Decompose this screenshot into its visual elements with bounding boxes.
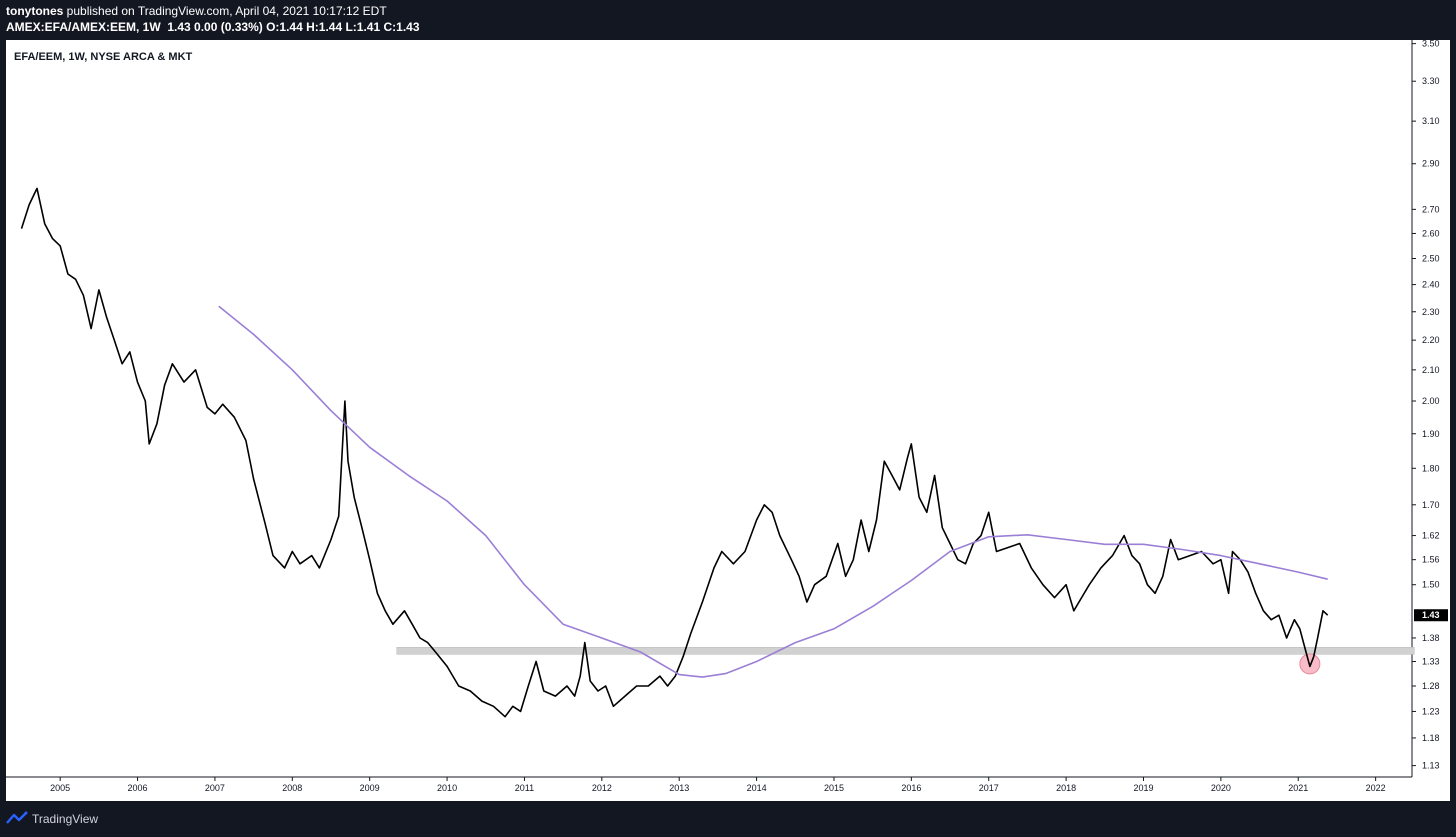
time-tick-label: 2006 xyxy=(128,783,148,793)
price-tick-label: 3.10 xyxy=(1422,116,1440,126)
time-tick-label: 2021 xyxy=(1288,783,1308,793)
time-tick-label: 2020 xyxy=(1211,783,1231,793)
price-tick-label: 1.50 xyxy=(1422,580,1440,590)
quote-line: AMEX:EFA/AMEX:EEM, 1W 1.43 0.00 (0.33%) … xyxy=(6,20,420,34)
time-tick-label: 2013 xyxy=(669,783,689,793)
price-tick-label: 3.30 xyxy=(1422,76,1440,86)
current-price-tag: 1.43 xyxy=(1414,609,1448,622)
tradingview-logo-icon[interactable] xyxy=(6,811,28,825)
time-tick-label: 2016 xyxy=(901,783,921,793)
time-tick-label: 2005 xyxy=(50,783,70,793)
time-tick-label: 2008 xyxy=(282,783,302,793)
price-tick-label: 2.90 xyxy=(1422,159,1440,169)
price-tick-label: 1.90 xyxy=(1422,429,1440,439)
published-text: published on TradingView.com, April 04, … xyxy=(63,4,387,18)
price-tag-label: 1.43 xyxy=(1422,610,1440,620)
price-tick-label: 1.18 xyxy=(1422,733,1440,743)
price-tick-label: 2.20 xyxy=(1422,335,1440,345)
time-tick-label: 2018 xyxy=(1056,783,1076,793)
price-tick-label: 1.13 xyxy=(1422,761,1440,771)
annotations xyxy=(396,647,1415,675)
price-tick-label: 1.70 xyxy=(1422,500,1440,510)
price-tick-label: 2.10 xyxy=(1422,365,1440,375)
moving-average-line xyxy=(218,305,1328,678)
time-tick-label: 2014 xyxy=(747,783,767,793)
symbol-label: AMEX:EFA/AMEX:EEM, 1W xyxy=(6,20,161,34)
price-tick-label: 2.40 xyxy=(1422,280,1440,290)
time-tick-label: 2009 xyxy=(360,783,380,793)
footer-bar xyxy=(0,801,1456,837)
price-axis[interactable]: 3.50 3.30 3.10 2.90 2.70 2.60 2.50 2.40 2.30 2.20… xyxy=(1411,40,1440,777)
price-tick-label: 2.70 xyxy=(1422,204,1440,214)
price-tick-label: 1.23 xyxy=(1422,706,1440,716)
price-tick-label: 1.33 xyxy=(1422,657,1440,667)
time-tick-label: 2019 xyxy=(1133,783,1153,793)
price-tick-label: 1.38 xyxy=(1422,633,1440,643)
price-tick-label: 2.00 xyxy=(1422,396,1440,406)
footer-brand[interactable]: TradingView xyxy=(32,812,99,826)
time-tick-label: 2010 xyxy=(437,783,457,793)
time-axis[interactable]: 2005 2006 2007 2008 2009 2010 2011 2012 2013 2014… xyxy=(6,776,1412,793)
price-tick-label: 1.80 xyxy=(1422,463,1440,473)
price-tick-label: 2.60 xyxy=(1422,228,1440,238)
chart-panel[interactable] xyxy=(6,40,1450,801)
time-tick-label: 2015 xyxy=(824,783,844,793)
chart-title: EFA/EEM, 1W, NYSE ARCA & MKT xyxy=(14,51,193,63)
publisher-name[interactable]: tonytones xyxy=(6,4,64,18)
quote-values: 1.43 0.00 (0.33%) O:1.44 H:1.44 L:1.41 C… xyxy=(167,20,420,34)
time-tick-label: 2012 xyxy=(592,783,612,793)
price-tag-bg xyxy=(1414,609,1448,622)
time-tick-label: 2022 xyxy=(1366,783,1386,793)
publish-info: tonytones published on TradingView.com, … xyxy=(6,4,387,18)
series-lines xyxy=(20,187,1329,718)
price-tick-label: 1.56 xyxy=(1422,555,1440,565)
time-tick-label: 2017 xyxy=(979,783,999,793)
time-tick-label: 2007 xyxy=(205,783,225,793)
price-tick-label: 1.62 xyxy=(1422,531,1440,541)
price-chart[interactable]: 3.50 3.30 3.10 2.90 2.70 2.60 2.50 2.40 2.30 2.20… xyxy=(6,40,1450,801)
time-tick-label: 2011 xyxy=(515,783,534,793)
price-tick-label: 2.30 xyxy=(1422,307,1440,317)
support-band xyxy=(396,647,1415,655)
publish-header: tonytones published on TradingView.com, … xyxy=(0,0,1456,40)
price-tick-label: 1.28 xyxy=(1422,681,1440,691)
price-tick-label: 2.50 xyxy=(1422,254,1440,264)
price-line xyxy=(20,187,1329,718)
price-tick-label: 3.50 xyxy=(1422,40,1440,49)
